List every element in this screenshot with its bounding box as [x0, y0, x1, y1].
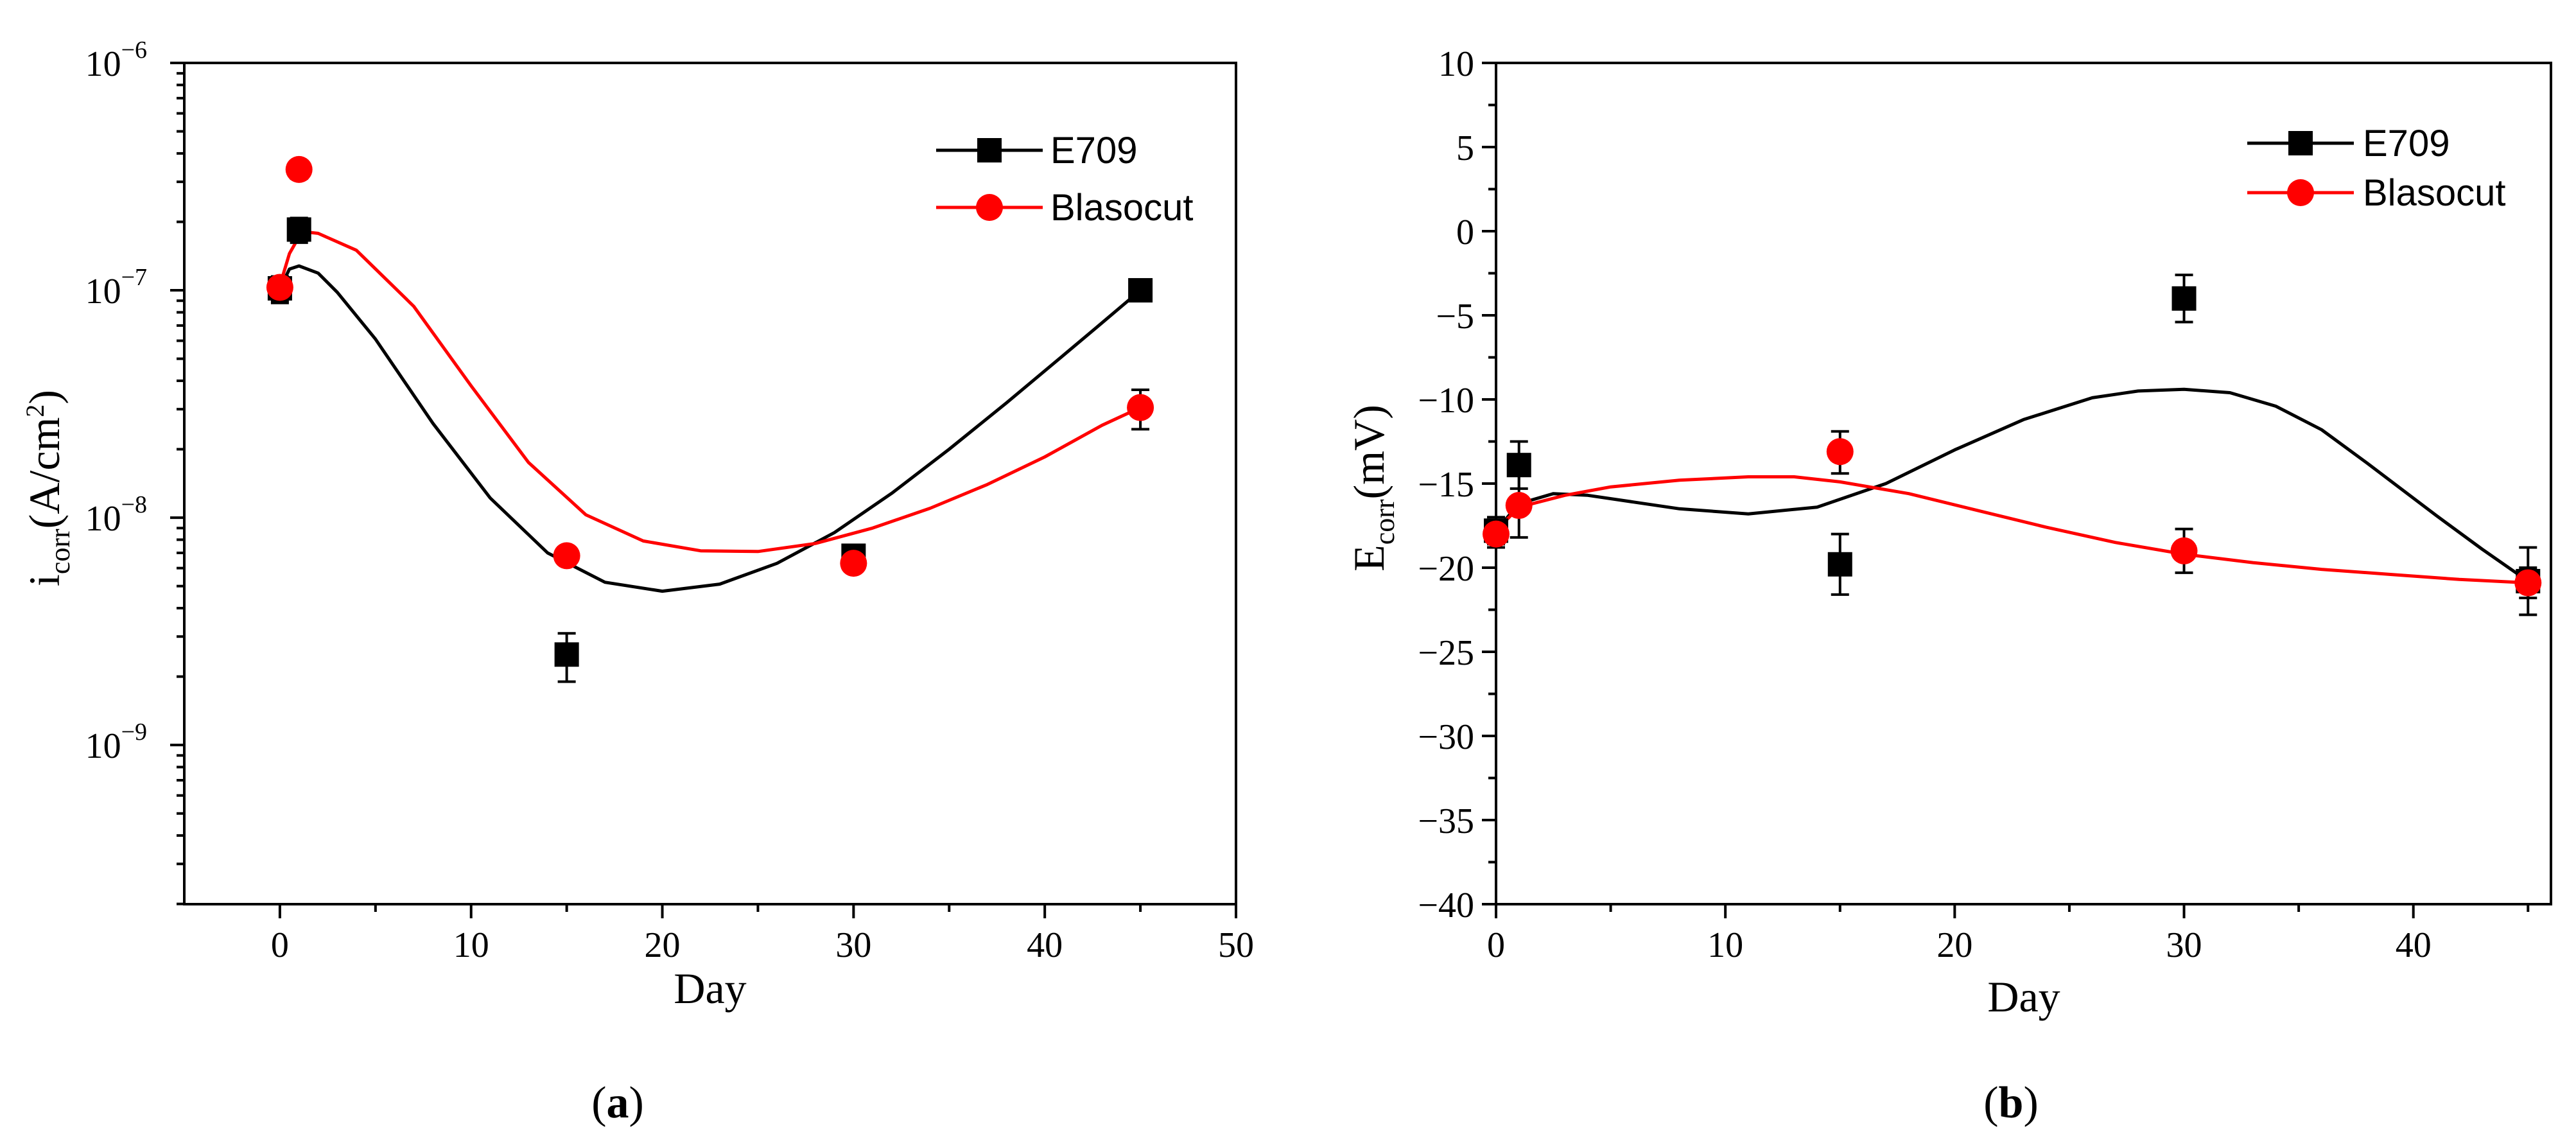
x-tick-label: 30 — [835, 925, 871, 965]
fit-line-blasocut — [1495, 475, 2528, 585]
x-tick-label: 40 — [2396, 925, 2432, 965]
fit-line-e709 — [1495, 387, 2529, 583]
x-tick-label: 20 — [1936, 925, 1972, 965]
x-tick-label: 0 — [271, 925, 289, 965]
data-point-e709 — [286, 217, 311, 242]
y-axis-title-b: Ecorr(mV) — [1345, 405, 1400, 572]
y-tick-label: 0 — [1456, 213, 1474, 252]
y-tick-label: −30 — [1418, 717, 1474, 757]
fit-line-e709 — [278, 264, 1142, 593]
x-tick-label: 20 — [645, 925, 681, 965]
chart-panel-b: −40 −35 −30 −25 −20 −15 −10 −5 0 5 10 0 … — [1345, 44, 2552, 1128]
y-axis-title-a: icorr(A/cm2) — [20, 390, 76, 586]
chart-panel-a: 10−9 10−8 10−7 10−6 0 10 20 30 40 50 Day… — [20, 37, 1254, 1128]
data-point-e709 — [1827, 552, 1852, 577]
legend-b: E709 Blasocut — [2247, 123, 2505, 214]
x-ticks-a — [278, 904, 1237, 918]
legend-marker-blasocut — [2287, 179, 2314, 206]
y-tick-label: −15 — [1418, 465, 1474, 505]
fit-lines-a — [278, 231, 1142, 593]
y-tick-label: 10−8 — [85, 491, 147, 539]
data-point-blasocut — [1483, 520, 1510, 548]
data-point-blasocut — [266, 274, 293, 301]
y-tick-label: −25 — [1418, 633, 1474, 673]
y-tick-label: 5 — [1456, 128, 1474, 168]
y-tick-label: 10 — [1438, 44, 1474, 84]
legend-label-blasocut: Blasocut — [2363, 172, 2505, 214]
x-tick-label: 10 — [1707, 925, 1743, 965]
y-ticks-b — [1482, 62, 1496, 905]
y-tick-label: 10−7 — [85, 264, 147, 311]
data-point-blasocut — [2170, 537, 2198, 564]
data-point-blasocut — [2514, 569, 2542, 597]
data-point-blasocut — [553, 542, 580, 570]
data-point-blasocut — [1127, 394, 1154, 421]
fit-lines-b — [1495, 387, 2529, 585]
y-tick-label: −10 — [1418, 381, 1474, 421]
panel-label-a: (a) — [591, 1078, 644, 1128]
x-tick-label: 50 — [1218, 925, 1254, 965]
x-tick-label: 10 — [453, 925, 489, 965]
data-point-e709 — [554, 642, 579, 667]
x-ticks-b — [1495, 904, 2530, 918]
data-point-e709 — [2171, 286, 2197, 311]
data-point-blasocut — [285, 155, 313, 183]
data-point-e709 — [1128, 278, 1153, 303]
x-tick-label: 30 — [2166, 925, 2202, 965]
data-point-blasocut — [840, 550, 867, 577]
y-tick-label: 10−9 — [85, 719, 147, 766]
x-axis-title-a: Day — [674, 964, 746, 1013]
y-tick-label: −40 — [1418, 886, 1474, 925]
legend-marker-blasocut — [976, 194, 1003, 221]
legend-marker-e709 — [2288, 131, 2313, 155]
y-tick-label: 10−6 — [85, 37, 147, 84]
legend-label-e709: E709 — [2363, 123, 2450, 164]
x-tick-label: 40 — [1027, 925, 1063, 965]
y-tick-label: −5 — [1436, 297, 1474, 337]
y-ticks-a — [170, 62, 184, 905]
legend-a: E709 Blasocut — [936, 130, 1193, 229]
data-point-blasocut — [1505, 492, 1533, 520]
data-point-blasocut — [1826, 438, 1854, 466]
y-tick-label: −35 — [1418, 801, 1474, 841]
legend-marker-e709 — [977, 138, 1002, 162]
panel-label-b: (b) — [1983, 1078, 2039, 1128]
x-tick-label: 0 — [1487, 925, 1505, 965]
legend-label-e709: E709 — [1050, 130, 1137, 171]
y-tick-label: −20 — [1418, 549, 1474, 589]
data-points-a — [266, 155, 1154, 683]
data-points-b — [1483, 274, 2542, 616]
legend-label-blasocut: Blasocut — [1050, 187, 1193, 229]
x-axis-title-b: Day — [1987, 972, 2060, 1021]
plot-frame-a — [183, 62, 1237, 905]
fit-line-blasocut — [278, 231, 1142, 554]
